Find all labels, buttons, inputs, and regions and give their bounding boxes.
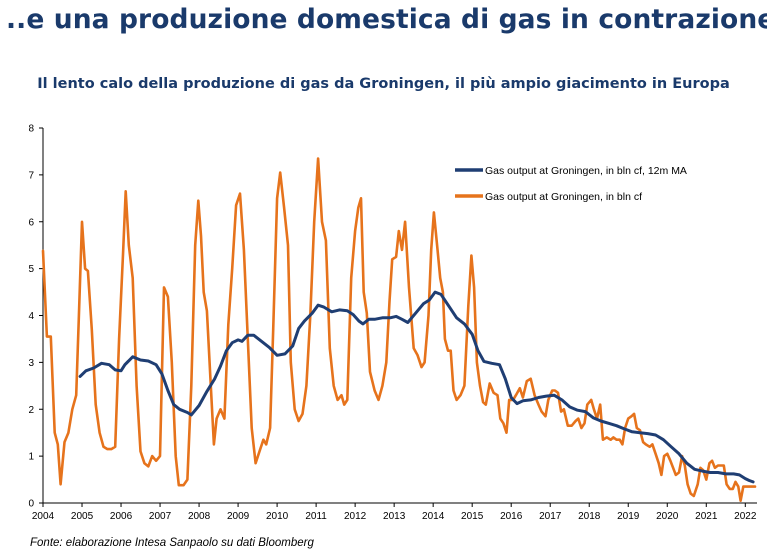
y-tick-label: 3 [28,358,34,369]
y-tick-label: 1 [28,452,34,463]
y-tick-label: 2 [28,405,34,416]
x-tick-label: 2013 [383,511,406,522]
x-tick-label: 2011 [305,511,327,522]
y-tick-label: 7 [28,170,34,181]
x-tick-label: 2016 [500,511,523,522]
series-line-monthly [41,157,757,502]
legend-label-monthly: Gas output at Groningen, in bln cf [485,191,642,203]
x-tick-label: 2006 [110,511,133,522]
x-tick-label: 2008 [188,511,211,522]
x-tick-label: 2004 [32,511,55,522]
x-tick-label: 2017 [539,511,562,522]
y-tick-label: 5 [28,264,34,275]
y-tick-label: 6 [28,217,34,228]
x-tick-label: 2019 [617,511,640,522]
x-tick-label: 2021 [695,511,718,522]
x-tick-label: 2012 [344,511,367,522]
x-tick-label: 2020 [656,511,679,522]
x-tick-label: 2009 [227,511,250,522]
y-tick-label: 0 [28,499,34,510]
x-tick-label: 2010 [266,511,289,522]
x-tick-label: 2005 [71,511,94,522]
legend-label-ma: Gas output at Groningen, in bln cf, 12m … [485,165,687,177]
chart-subtitle: Il lento calo della produzione di gas da… [37,76,730,92]
chart-legend: Gas output at Groningen, in bln cf, 12m … [455,165,687,203]
chart-series-layer [41,157,757,502]
y-tick-label: 4 [28,311,34,322]
series-line-ma [78,290,755,484]
chart-axes: 0 1 2 3 4 5 6 7 8 2004 2005 2006 2007 2008 2009 2010 201… [28,124,757,522]
x-tick-label: 2022 [734,511,757,522]
x-tick-label: 2015 [461,511,484,522]
page-title: ..e una produzione domestica di gas in c… [6,4,767,35]
y-tick-label: 8 [28,124,34,135]
x-tick-label: 2018 [578,511,601,522]
x-tick-label: 2007 [149,511,172,522]
x-tick-label: 2014 [422,511,445,522]
source-note: Fonte: elaborazione Intesa Sanpaolo su d… [30,537,314,549]
